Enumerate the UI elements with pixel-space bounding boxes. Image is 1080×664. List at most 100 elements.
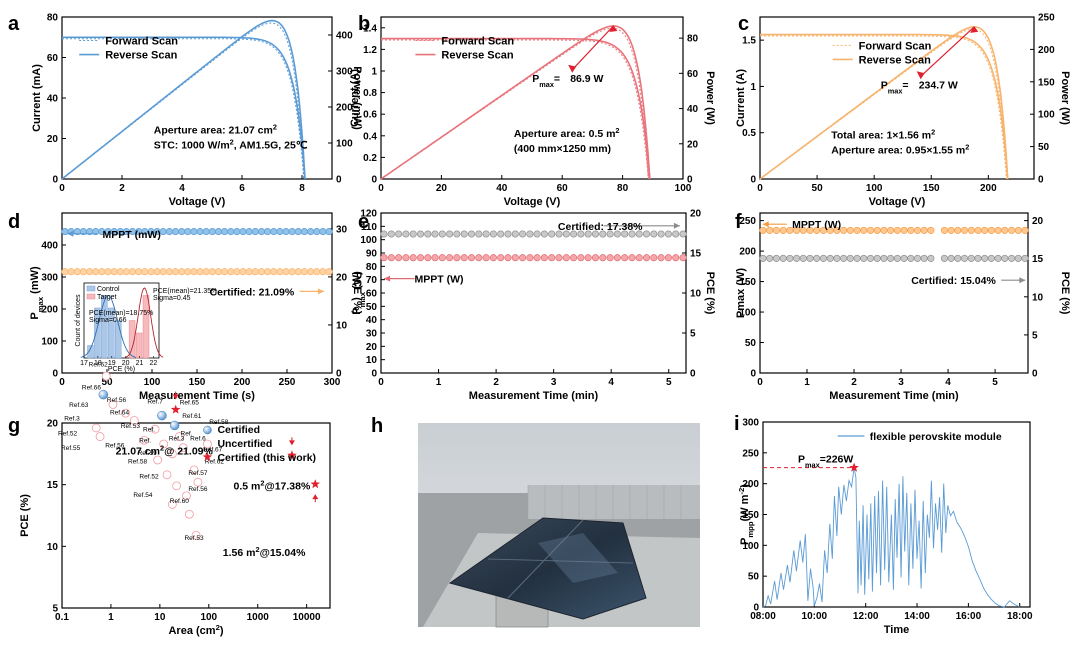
x-tick-label: 50: [101, 377, 113, 388]
y-tick-label: 1.2: [363, 45, 377, 56]
data-point: [202, 268, 210, 276]
x-tick-label: 50: [812, 183, 824, 194]
x-tick-label: 40: [496, 183, 508, 194]
power-curve-forward-scan: [380, 27, 649, 180]
annotation-text: Aperture area: 0.5 m2: [514, 125, 620, 140]
this-work-star: [310, 479, 320, 489]
data-point: [981, 226, 989, 234]
y-tick-label: 40: [366, 315, 378, 326]
y-tick-label: 80: [47, 13, 59, 24]
x-tick-label: 5: [666, 377, 672, 388]
inset-x-label: PCE (%): [108, 366, 135, 373]
uncertified-point: [189, 465, 199, 475]
reference-label: Ref.63: [69, 402, 89, 409]
y-tick-label: 50: [745, 338, 757, 349]
legend-label: Reverse Scan: [859, 54, 931, 66]
data-point: [233, 228, 241, 236]
plot-frame: [380, 16, 684, 180]
y2-tick-label: 300: [336, 67, 353, 78]
data-point: [178, 268, 186, 276]
y-tick-label: 200: [739, 247, 756, 258]
data-point: [424, 254, 432, 262]
data-point: [555, 230, 563, 238]
reference-label: Ref.52: [58, 430, 78, 437]
reference-label: Ref.52: [139, 474, 159, 481]
x-tick-label: 1: [108, 612, 114, 623]
y-tick-label: 1.4: [363, 23, 377, 34]
data-point: [759, 254, 767, 262]
x-tick-label: 0: [757, 183, 763, 194]
inset-legend-label: Target: [97, 294, 117, 301]
y2-tick-label: 0: [1038, 175, 1044, 186]
legend-label: Forward Scan: [859, 40, 932, 52]
data-point: [190, 268, 198, 276]
data-point: [325, 228, 333, 236]
y2-tick-label: 10: [690, 289, 702, 300]
data-point: [779, 254, 787, 262]
data-point: [1021, 254, 1029, 262]
x-tick-label: 8: [299, 183, 305, 194]
x-tick-label: 6: [239, 183, 245, 194]
data-point: [880, 226, 888, 234]
data-point: [927, 226, 935, 234]
y2-axis-label: PCE (%): [1059, 272, 1071, 315]
reference-label: Ref.59: [138, 450, 158, 457]
this-work-star: [170, 404, 181, 414]
data-point: [591, 230, 600, 238]
uncertified-point: [172, 481, 182, 491]
reference-label: Ref.53: [184, 535, 204, 542]
y-axis-label: Current (A): [735, 69, 747, 127]
data-point: [387, 230, 395, 238]
data-point: [873, 254, 881, 262]
panel-f: 0 1 2 3 4 505010015020025005101520fMeasuremen…: [735, 211, 1071, 402]
data-point: [196, 228, 204, 236]
y-tick-label: 300: [742, 418, 759, 429]
y2-tick-label: 0: [690, 369, 696, 380]
y-tick-label: 200: [742, 479, 759, 490]
uncertified-point: [108, 400, 118, 409]
uncertified-point: [91, 423, 101, 433]
data-point: [395, 254, 403, 262]
reference-label: Ref.62: [89, 361, 109, 368]
data-point: [416, 254, 425, 262]
photo-module-reflection: [538, 533, 618, 583]
data-point: [1008, 254, 1016, 262]
data-point: [570, 254, 578, 262]
this-work-arrow-head: [288, 440, 295, 446]
data-point: [893, 254, 901, 262]
data-point: [208, 268, 216, 276]
data-point: [313, 268, 321, 276]
y-tick-label: 0.5: [742, 128, 756, 139]
x-tick-label: 10000: [293, 612, 321, 623]
data-point: [380, 230, 388, 238]
x-tick-label: 4: [945, 377, 951, 388]
data-point: [86, 268, 94, 276]
data-point: [475, 254, 483, 262]
data-point: [866, 226, 875, 234]
data-point: [981, 254, 989, 262]
data-point: [907, 226, 915, 234]
inset-target-stat: PCE(mean)=21.35%: [153, 288, 217, 295]
data-point: [270, 268, 278, 276]
y-tick-label: 5: [52, 604, 58, 615]
pmax-arrow: [920, 26, 975, 77]
data-point: [907, 254, 915, 262]
x-tick-label: 300: [324, 377, 341, 388]
data-point: [424, 230, 432, 238]
data-point: [431, 254, 439, 262]
data-point: [467, 254, 476, 262]
uncertified-point: [182, 491, 191, 501]
data-point: [147, 268, 155, 276]
uncertified-point: [101, 371, 111, 381]
data-point: [813, 254, 821, 262]
uncertified-point: [193, 477, 203, 487]
x-tick-label: 0: [757, 377, 763, 388]
control-bar: [101, 295, 108, 359]
current-curve-forward-scan: [760, 35, 1007, 180]
data-point: [171, 268, 180, 276]
x-tick-label: 100: [675, 183, 692, 194]
data-point: [940, 226, 948, 234]
y-tick-label: 0: [52, 369, 58, 380]
